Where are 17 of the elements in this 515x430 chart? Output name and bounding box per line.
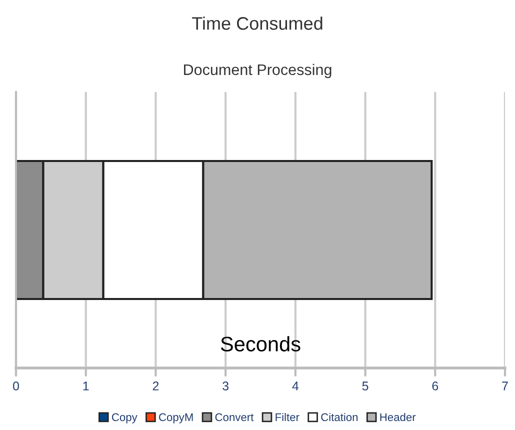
legend-label: Filter: [276, 412, 300, 422]
chart-title: Time Consumed: [192, 16, 322, 30]
x-axis-title: Seconds: [220, 336, 300, 352]
x-tick-label: 2: [152, 382, 159, 390]
legend-label: Convert: [215, 413, 254, 422]
legend-label: Citation: [321, 412, 358, 422]
chart-subtitle: Document Processing: [184, 64, 332, 78]
x-tick-label: 5: [362, 382, 368, 390]
x-tick-label: 3: [222, 382, 228, 390]
x-tick-label: 0: [13, 382, 19, 390]
x-tick-label: 4: [292, 382, 299, 390]
x-tick-label: 6: [432, 382, 438, 390]
legend-label: Header: [380, 412, 416, 422]
legend-label: CopyM: [159, 413, 193, 424]
x-tick-label: 7: [502, 382, 508, 390]
legend-label: Copy: [112, 413, 138, 424]
x-tick-label: 1: [83, 382, 89, 390]
